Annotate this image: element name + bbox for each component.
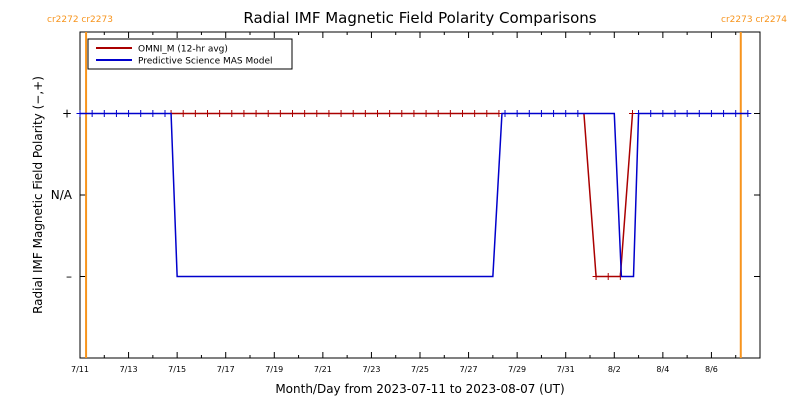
data-point-mas: [695, 110, 703, 117]
data-point-mas: [683, 110, 691, 117]
legend: OMNI_M (12-hr avg) Predictive Science MA…: [87, 38, 293, 70]
rotation-label: cr2273 cr2274: [721, 15, 787, 25]
data-point-omni: [252, 110, 260, 117]
x-tick-label: 7/23: [362, 365, 380, 374]
data-point-omni: [361, 110, 369, 117]
legend-box: [87, 38, 293, 70]
data-point-omni: [216, 110, 224, 117]
data-point-mas: [161, 110, 169, 117]
data-point-omni: [301, 110, 309, 117]
data-point-omni: [179, 110, 187, 117]
x-tick-label: 7/13: [120, 365, 138, 374]
data-point-mas: [744, 110, 752, 117]
data-point-omni: [349, 110, 357, 117]
y-tick-label: –: [66, 270, 72, 284]
data-point-mas: [525, 110, 533, 117]
data-point-mas: [513, 110, 521, 117]
data-point-omni: [264, 110, 272, 117]
data-point-omni: [398, 110, 406, 117]
data-point-omni: [422, 110, 430, 117]
y-tick-label: +: [62, 107, 72, 121]
data-point-omni: [629, 110, 636, 117]
data-point-omni: [374, 110, 381, 117]
data-point-mas: [537, 110, 545, 117]
data-point-mas: [88, 110, 96, 117]
data-point-omni: [276, 110, 284, 117]
y-tick-label: N/A: [51, 188, 73, 202]
data-point-omni: [592, 273, 600, 280]
x-tick-label: 7/31: [557, 365, 575, 374]
data-point-mas: [125, 110, 133, 117]
data-point-omni: [471, 110, 479, 117]
data-point-omni: [410, 110, 418, 117]
data-point-mas: [137, 110, 145, 117]
data-point-omni: [446, 110, 454, 117]
data-point-omni: [204, 110, 211, 117]
data-series: [76, 110, 752, 280]
data-point-mas: [707, 110, 715, 117]
data-point-omni: [191, 110, 199, 117]
data-point-omni: [289, 110, 296, 117]
x-tick-label: 7/15: [168, 365, 186, 374]
data-point-mas: [550, 110, 558, 117]
data-point-mas: [149, 110, 157, 117]
data-point-mas: [671, 110, 679, 117]
data-point-mas: [100, 110, 108, 117]
data-point-omni: [228, 110, 236, 117]
data-point-omni: [459, 110, 466, 117]
x-tick-label: 8/2: [608, 365, 621, 374]
data-point-omni: [434, 110, 442, 117]
data-point-mas: [501, 110, 509, 117]
x-axis-label: Month/Day from 2023-07-11 to 2023-08-07 …: [275, 382, 564, 396]
x-tick-label: 7/17: [217, 365, 235, 374]
chart-title: Radial IMF Magnetic Field Polarity Compa…: [243, 9, 596, 27]
x-tick-label: 7/25: [411, 365, 429, 374]
data-point-mas: [659, 110, 667, 117]
y-axis-ticks: + N/A –: [51, 107, 760, 284]
data-point-omni: [325, 110, 333, 117]
data-point-omni: [386, 110, 394, 117]
data-point-omni: [604, 273, 612, 280]
legend-label-omni: OMNI_M (12-hr avg): [138, 45, 228, 55]
x-tick-label: 7/29: [508, 365, 526, 374]
rotation-label: cr2272 cr2273: [47, 15, 113, 25]
x-tick-label: 7/27: [460, 365, 478, 374]
data-point-mas: [647, 110, 655, 117]
x-tick-label: 7/21: [314, 365, 332, 374]
data-point-mas: [562, 110, 570, 117]
carrington-rotation-markers: cr2272 cr2273 cr2273 cr2274: [47, 15, 787, 358]
x-tick-label: 8/4: [656, 365, 669, 374]
legend-label-mas: Predictive Science MAS Model: [138, 57, 273, 67]
data-point-mas: [732, 110, 740, 117]
series-line-mas: [80, 112, 748, 278]
y-axis-label: Radial IMF Magnetic Field Polarity (−,+): [31, 76, 45, 314]
data-point-mas: [112, 110, 120, 117]
data-point-mas: [635, 110, 643, 117]
data-point-mas: [720, 110, 728, 117]
x-tick-label: 7/19: [265, 365, 283, 374]
data-point-mas: [574, 110, 582, 117]
data-point-mas: [76, 110, 84, 117]
x-axis-ticks: 7/11 7/13 7/15 7/17 7/19 7/21 7/23 7/25 7/27 7/29…: [71, 32, 737, 374]
data-point-omni: [240, 110, 248, 117]
x-tick-label: 8/6: [705, 365, 718, 374]
data-point-omni: [337, 110, 345, 117]
data-point-omni: [483, 110, 491, 117]
x-tick-label: 7/11: [71, 365, 89, 374]
data-point-omni: [313, 110, 321, 117]
